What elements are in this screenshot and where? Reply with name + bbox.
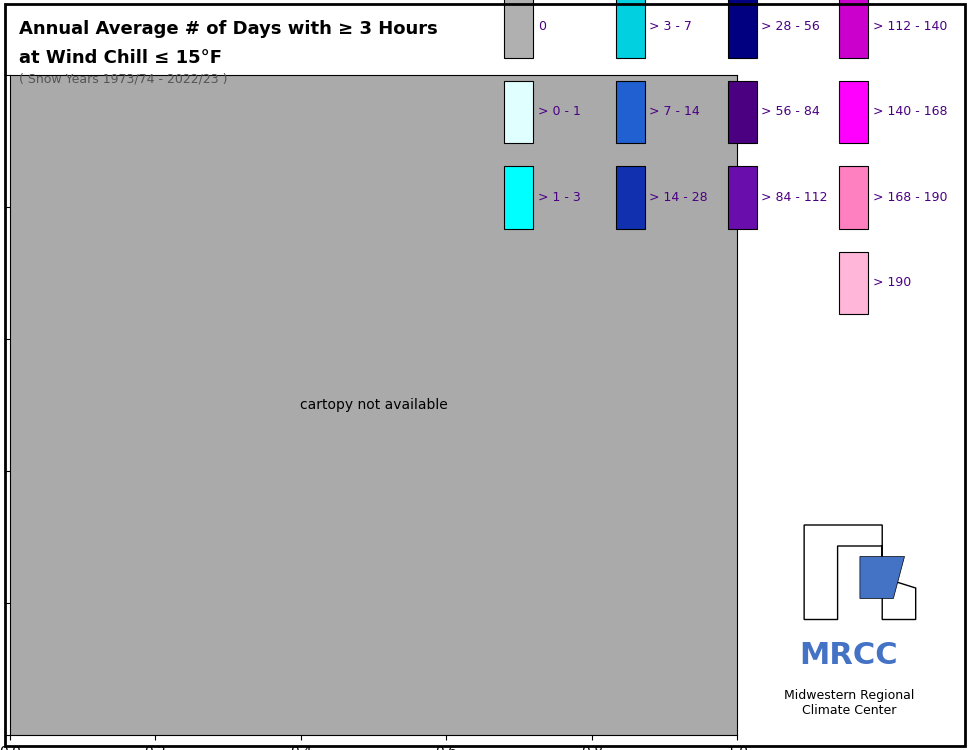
Text: Midwestern Regional
Climate Center: Midwestern Regional Climate Center <box>783 689 913 718</box>
Text: > 190: > 190 <box>871 277 910 290</box>
Text: > 3 - 7: > 3 - 7 <box>649 20 692 33</box>
Bar <box>504 80 533 143</box>
Text: > 0 - 1: > 0 - 1 <box>537 106 580 118</box>
Text: > 7 - 14: > 7 - 14 <box>649 106 700 118</box>
Text: ( Snow Years 1973/74 - 2022/23 ): ( Snow Years 1973/74 - 2022/23 ) <box>19 73 228 86</box>
Bar <box>615 166 644 229</box>
Text: > 168 - 190: > 168 - 190 <box>871 191 946 204</box>
Bar <box>615 0 644 58</box>
Bar <box>838 251 867 314</box>
Text: > 140 - 168: > 140 - 168 <box>871 106 946 118</box>
Text: > 112 - 140: > 112 - 140 <box>871 20 946 33</box>
Bar <box>727 80 756 143</box>
Bar <box>504 166 533 229</box>
Text: > 28 - 56: > 28 - 56 <box>760 20 819 33</box>
Bar <box>727 166 756 229</box>
Text: > 56 - 84: > 56 - 84 <box>760 106 819 118</box>
Text: > 84 - 112: > 84 - 112 <box>760 191 827 204</box>
Bar <box>838 80 867 143</box>
Bar <box>838 166 867 229</box>
Bar <box>504 0 533 58</box>
Bar <box>838 0 867 58</box>
Text: > 14 - 28: > 14 - 28 <box>649 191 707 204</box>
Text: MRCC: MRCC <box>798 640 897 670</box>
Bar <box>615 80 644 143</box>
Bar <box>727 0 756 58</box>
Polygon shape <box>859 556 903 598</box>
Text: cartopy not available: cartopy not available <box>299 398 447 412</box>
Polygon shape <box>803 525 915 620</box>
Text: 0: 0 <box>537 20 546 33</box>
Text: Annual Average # of Days with ≥ 3 Hours: Annual Average # of Days with ≥ 3 Hours <box>19 20 438 38</box>
Text: > 1 - 3: > 1 - 3 <box>537 191 580 204</box>
Text: at Wind Chill ≤ 15°F: at Wind Chill ≤ 15°F <box>19 49 222 67</box>
